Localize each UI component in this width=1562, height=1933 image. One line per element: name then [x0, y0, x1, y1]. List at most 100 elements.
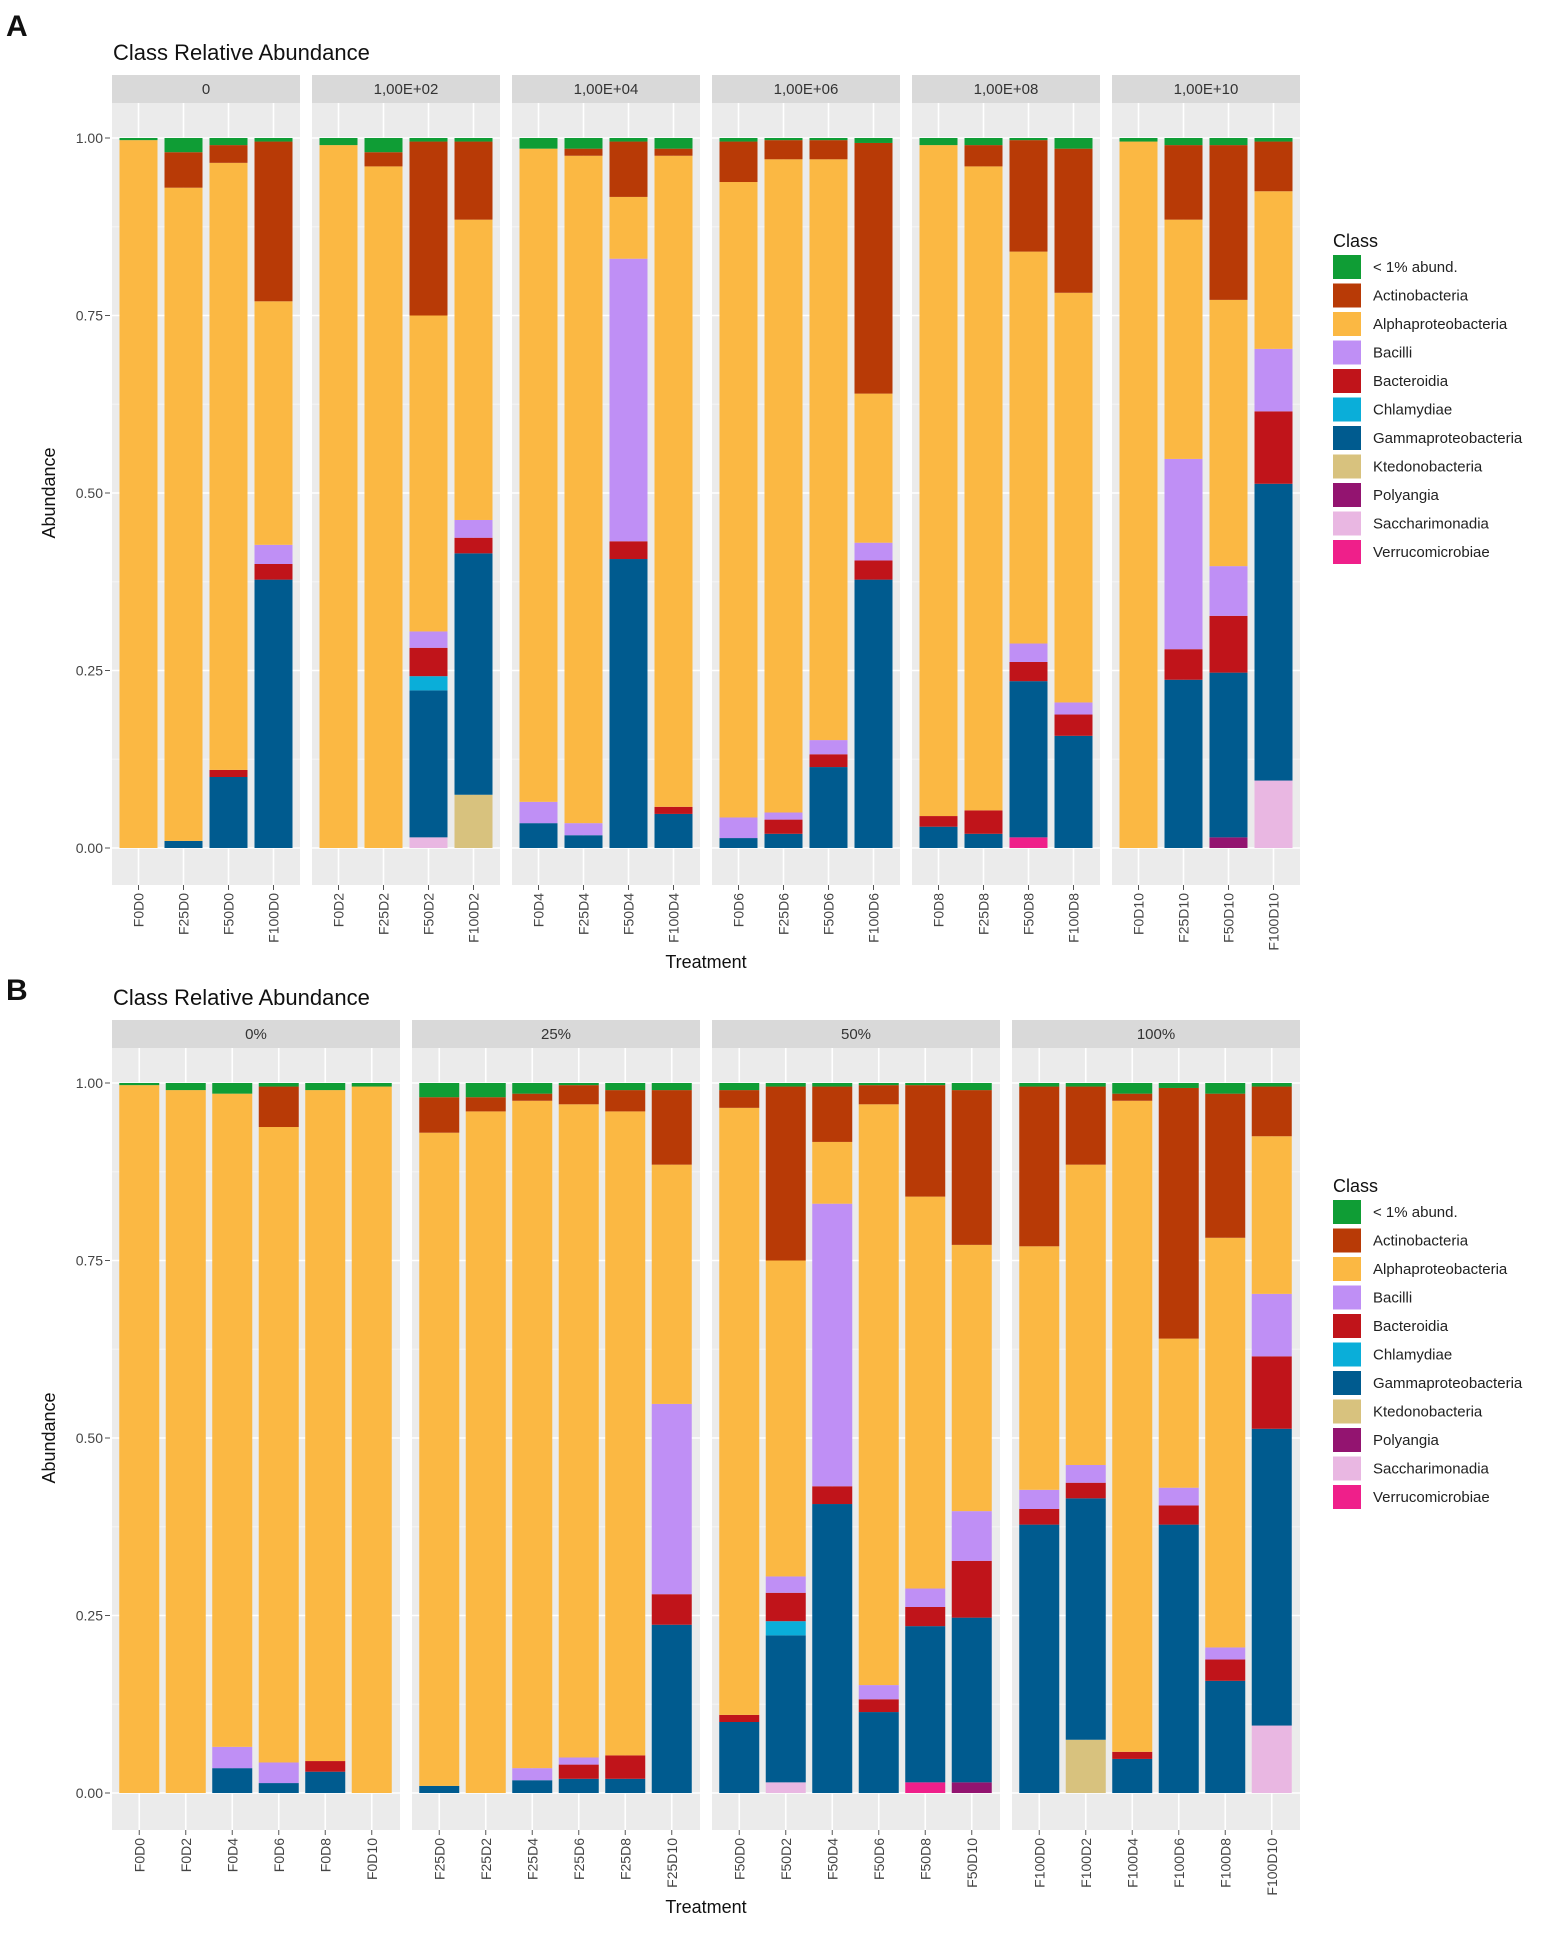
- bar-segment-f25d10-lt-1pct-abund: [1164, 138, 1203, 146]
- bar-segment-f50d10-lt-1pct-abund: [1209, 138, 1248, 146]
- bar-segment-f25d8-alphaproteobacteria: [964, 166, 1003, 811]
- bar-segment-f50d6-bacteroidia: [858, 1699, 899, 1713]
- bar-segment-f100d0-gammaproteobacteria: [1019, 1524, 1060, 1793]
- y-tick-label: 0.00: [76, 840, 103, 856]
- y-tick-label: 1.00: [76, 1075, 103, 1091]
- x-tick-label-f50d10: F50D10: [964, 1838, 980, 1888]
- legend-label-alphaproteobacteria: Alphaproteobacteria: [1373, 1261, 1508, 1278]
- bar-segment-f100d0-bacilli: [254, 544, 293, 564]
- bar-segment-f25d4-gammaproteobacteria: [564, 835, 603, 848]
- bar-segment-f25d10-bacteroidia: [1164, 649, 1203, 680]
- x-tick-label-f25d4: F25D4: [524, 1838, 540, 1880]
- bar-segment-f100d8-lt-1pct-abund: [1054, 138, 1093, 149]
- bar-segment-f25d0-gammaproteobacteria: [419, 1785, 460, 1793]
- bar-segment-f50d4-lt-1pct-abund: [812, 1083, 853, 1087]
- bar-segment-f100d4-bacteroidia: [1112, 1751, 1153, 1759]
- x-tick-label-f50d6: F50D6: [871, 1838, 887, 1880]
- bar-segment-f50d8-bacteroidia: [1009, 661, 1048, 682]
- x-tick-label-f25d0: F25D0: [431, 1838, 447, 1880]
- bar-segment-f100d6-actinobacteria: [1158, 1087, 1199, 1339]
- legend-label-ktedonobacteria: Ktedonobacteria: [1373, 459, 1483, 476]
- legend-label-polyangia: Polyangia: [1373, 1432, 1440, 1449]
- facet-strip: [512, 75, 700, 103]
- legend-label-chlamydiae: Chlamydiae: [1373, 402, 1452, 419]
- bar-segment-f25d10-gammaproteobacteria: [1164, 679, 1203, 848]
- bar-segment-f25d4-lt-1pct-abund: [512, 1083, 553, 1094]
- bar-segment-f100d8-bacilli: [1054, 702, 1093, 715]
- bar-segment-f50d4-lt-1pct-abund: [609, 138, 648, 142]
- bar-segment-f100d10-alphaproteobacteria: [1254, 191, 1293, 349]
- bar-segment-f50d2-bacilli: [409, 631, 448, 648]
- bar-segment-f25d6-lt-1pct-abund: [764, 138, 803, 141]
- x-tick-label-f0d6: F0D6: [271, 1838, 287, 1872]
- bar-segment-f25d6-actinobacteria: [558, 1085, 599, 1105]
- bar-segment-f100d10-bacteroidia: [1254, 411, 1293, 484]
- bar-segment-f100d4-lt-1pct-abund: [1112, 1083, 1153, 1094]
- bar-segment-f25d2-actinobacteria: [465, 1097, 506, 1112]
- bar-segment-f100d10-actinobacteria: [1251, 1086, 1292, 1137]
- facet-label-1-00e-08: 1,00E+08: [974, 81, 1039, 98]
- bar-segment-f50d8-actinobacteria: [1009, 140, 1048, 252]
- bar-segment-f50d4-bacilli: [609, 258, 648, 542]
- x-tick-label-f50d2: F50D2: [421, 893, 437, 935]
- bar-segment-f50d2-gammaproteobacteria: [409, 690, 448, 838]
- bar-segment-f50d0-bacteroidia: [209, 769, 248, 777]
- bar-segment-f50d8-bacilli: [905, 1588, 946, 1607]
- bar-segment-f0d0-lt-1pct-abund: [119, 1083, 160, 1086]
- bar-segment-f50d2-alphaproteobacteria: [765, 1260, 806, 1577]
- bar-segment-f25d0-actinobacteria: [419, 1097, 460, 1133]
- facet-strip: [712, 75, 900, 103]
- bar-segment-f25d4-actinobacteria: [564, 148, 603, 156]
- bar-segment-f50d6-gammaproteobacteria: [809, 767, 848, 848]
- bar-segment-f25d4-alphaproteobacteria: [512, 1100, 553, 1769]
- bar-segment-f50d8-lt-1pct-abund: [1009, 138, 1048, 141]
- bar-segment-f100d2-bacteroidia: [454, 537, 493, 554]
- x-tick-label-f100d2: F100D2: [1078, 1838, 1094, 1888]
- bar-segment-f25d6-gammaproteobacteria: [764, 833, 803, 848]
- bar-segment-f100d6-alphaproteobacteria: [1158, 1338, 1199, 1488]
- bar-segment-f0d4-bacilli: [212, 1746, 253, 1769]
- legend-swatch-bacilli: [1333, 1285, 1361, 1310]
- legend-label-saccharimonadia: Saccharimonadia: [1373, 516, 1490, 533]
- y-tick-label: 0.50: [76, 1430, 103, 1446]
- bar-segment-f25d6-bacilli: [558, 1757, 599, 1765]
- facet-strip: [112, 75, 300, 103]
- x-tick-label-f50d4: F50D4: [824, 1838, 840, 1880]
- bar-segment-f50d8-bacilli: [1009, 643, 1048, 662]
- legend-swatch-bacteroidia: [1333, 369, 1361, 393]
- y-tick-label: 0.00: [76, 1785, 103, 1801]
- y-tick-label: 0.75: [76, 1253, 103, 1269]
- bar-segment-f100d10-actinobacteria: [1254, 141, 1293, 192]
- x-tick-label-f0d4: F0D4: [531, 893, 547, 927]
- bar-segment-f25d10-alphaproteobacteria: [651, 1164, 692, 1404]
- bar-segment-f50d6-alphaproteobacteria: [809, 159, 848, 741]
- bar-segment-f50d0-gammaproteobacteria: [209, 777, 248, 848]
- bar-segment-f50d2-lt-1pct-abund: [765, 1083, 806, 1087]
- legend-label-lt-1pct-abund: < 1% abund.: [1373, 1204, 1458, 1221]
- bar-segment-f0d6-lt-1pct-abund: [719, 138, 758, 142]
- bar-segment-f100d0-gammaproteobacteria: [254, 579, 293, 848]
- x-tick-label-f50d10: F50D10: [1221, 893, 1237, 943]
- x-tick-label-f25d10: F25D10: [1176, 893, 1192, 943]
- bar-segment-f0d0-alphaproteobacteria: [119, 1085, 160, 1793]
- bar-segment-f50d0-alphaproteobacteria: [209, 162, 248, 770]
- bar-segment-f50d2-saccharimonadia: [409, 837, 448, 848]
- bar-segment-f50d2-bacteroidia: [409, 647, 448, 677]
- bar-segment-f25d2-alphaproteobacteria: [465, 1111, 506, 1793]
- x-tick-label-f0d8: F0D8: [931, 893, 947, 927]
- legend-swatch-verrucomicrobiae: [1333, 540, 1361, 564]
- facet-strip: [712, 1020, 1000, 1048]
- facet-label-50pct: 50%: [841, 1026, 871, 1043]
- x-tick-label-f0d8: F0D8: [317, 1838, 333, 1872]
- bar-segment-f25d6-gammaproteobacteria: [558, 1778, 599, 1793]
- bar-segment-f0d6-gammaproteobacteria: [719, 838, 758, 848]
- bar-segment-f0d4-lt-1pct-abund: [212, 1083, 253, 1094]
- facet-label-1-00e-10: 1,00E+10: [1174, 81, 1239, 98]
- legend-swatch-bacteroidia: [1333, 1314, 1361, 1338]
- legend-label-bacilli: Bacilli: [1373, 1290, 1412, 1307]
- bar-segment-f100d8-alphaproteobacteria: [1205, 1237, 1246, 1648]
- bar-segment-f50d2-actinobacteria: [409, 141, 448, 316]
- bar-segment-f100d0-alphaproteobacteria: [1019, 1246, 1060, 1490]
- x-tick-label-f100d8: F100D8: [1217, 1838, 1233, 1888]
- bar-segment-f50d6-bacilli: [858, 1685, 899, 1700]
